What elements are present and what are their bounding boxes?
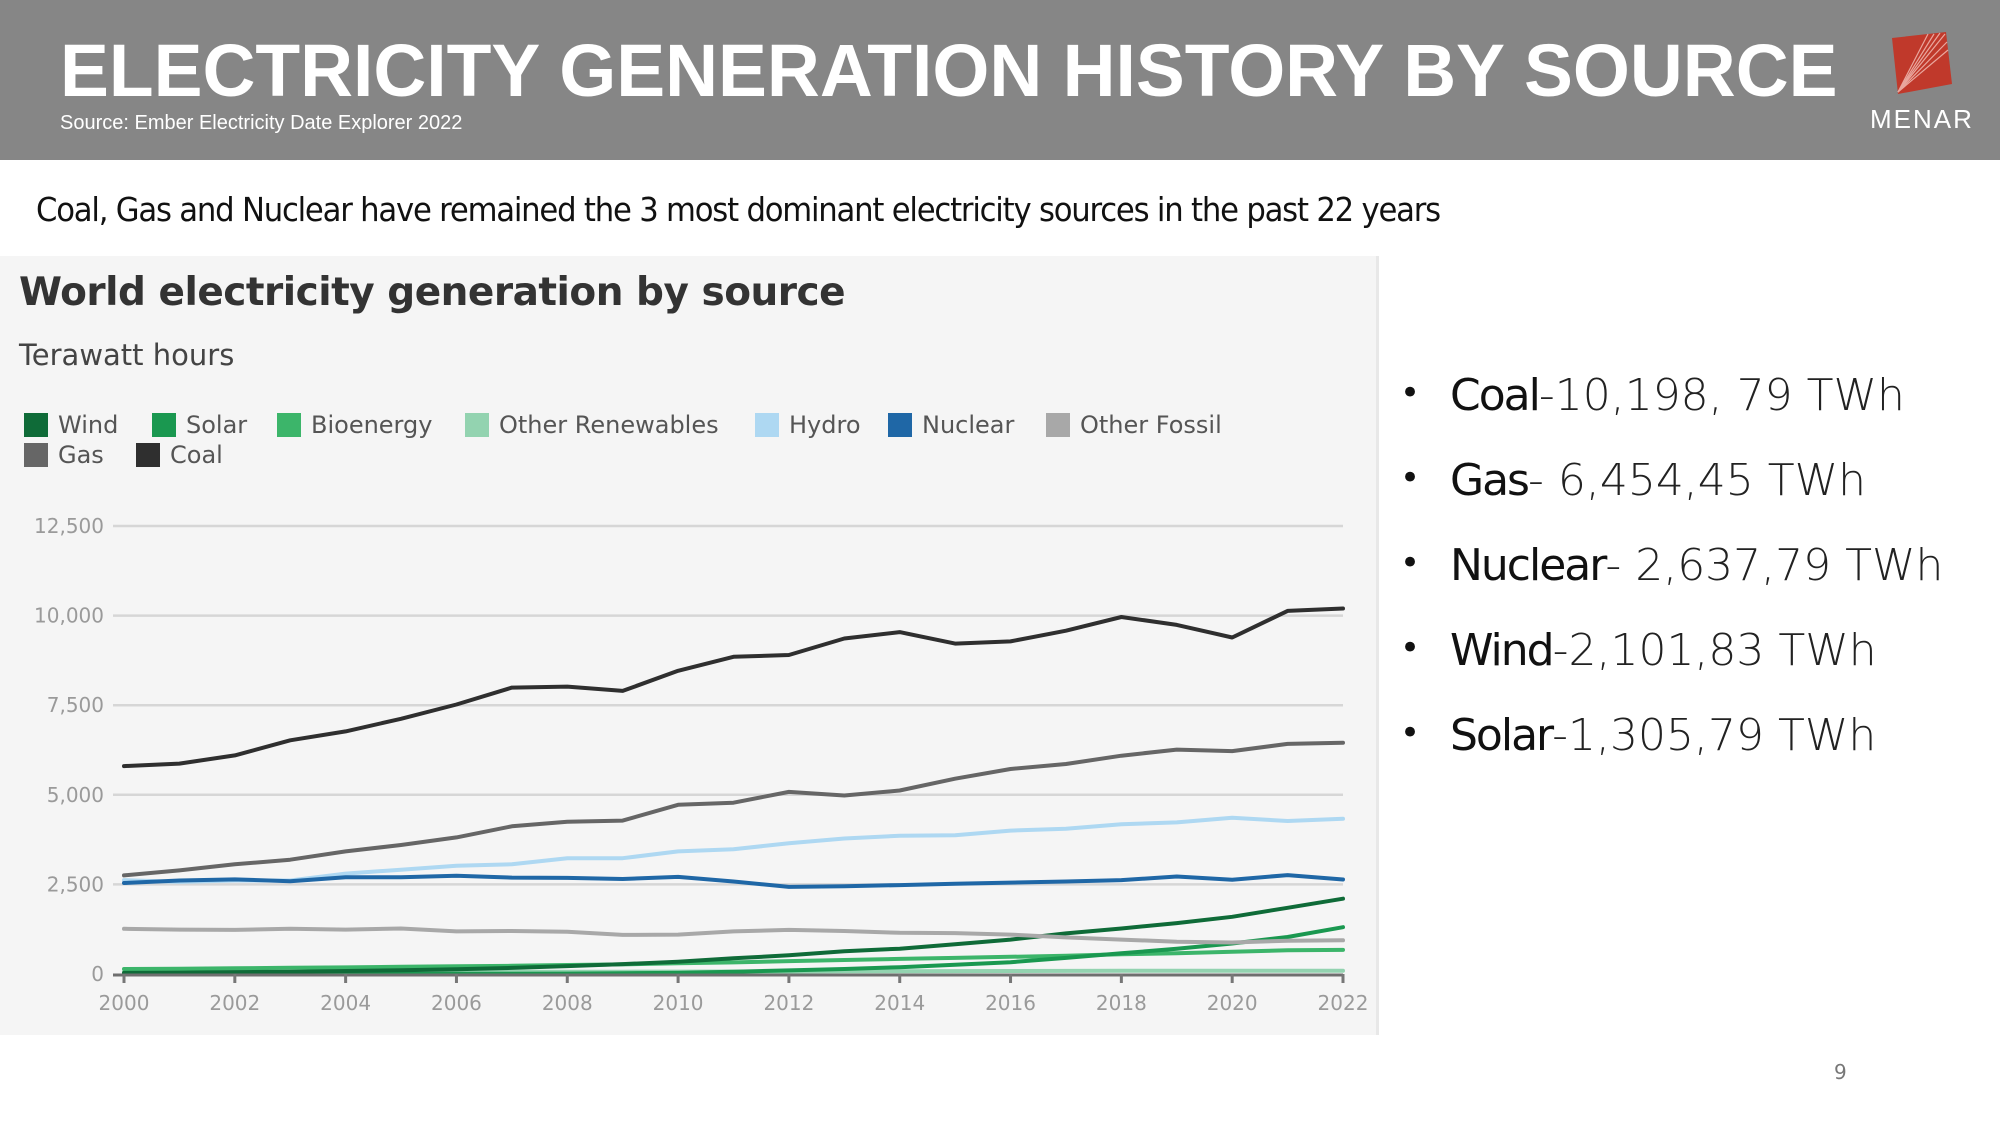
x-tick-label: 2010 — [653, 991, 704, 1015]
x-tick-label: 2002 — [209, 991, 260, 1015]
legend-swatch — [24, 413, 48, 437]
stat-bullet-wind: • Wind -2,101,83 TWh — [1400, 625, 1877, 676]
stat-bullet-coal: • Coal -10,198, 79 TWh — [1400, 370, 1905, 421]
chart-unit-label: Terawatt hours — [19, 338, 235, 372]
source-note: Source: Ember Electricity Date Explorer … — [60, 112, 463, 134]
legend-label: Wind — [58, 411, 119, 439]
legend-item-other-fossil: Other Fossil — [1046, 411, 1222, 439]
legend-label: Other Renewables — [499, 411, 719, 439]
series-line-other-fossil — [122, 926, 1345, 945]
bullet-source-value: -2,101,83 TWh — [1552, 625, 1877, 676]
legend-item-solar: Solar — [152, 411, 247, 439]
slide-title: ELECTRICITY GENERATION HISTORY BY SOURCE — [60, 29, 1838, 112]
x-tick-label: 2022 — [1318, 991, 1369, 1015]
chart-title: World electricity generation by source — [19, 270, 846, 315]
x-tick-label: 2004 — [320, 991, 371, 1015]
x-tick-label: 2016 — [985, 991, 1036, 1015]
bullet-icon: • — [1400, 628, 1421, 668]
series-line-wind — [122, 896, 1345, 975]
x-tick-label: 2018 — [1096, 991, 1147, 1015]
legend-label: Nuclear — [922, 411, 1015, 439]
line-chart: 0 2,500 5,000 7,500 10,000 12,500 2000 2002 2004… — [34, 514, 1369, 1015]
y-tick-label: 10,000 — [34, 604, 104, 628]
legend-swatch — [24, 443, 48, 467]
legend-item-wind: Wind — [24, 411, 118, 439]
bullet-source-name: Solar — [1450, 710, 1554, 761]
legend-swatch — [277, 413, 301, 437]
bullet-icon: • — [1400, 713, 1421, 753]
x-tick-label: 2006 — [431, 991, 482, 1015]
y-tick-label: 0 — [91, 962, 104, 986]
bullet-icon: • — [1400, 458, 1421, 498]
logo-text: MENAR — [1870, 104, 1974, 134]
x-tick-label: 2020 — [1207, 991, 1258, 1015]
bullet-source-value: -10,198, 79 TWh — [1538, 370, 1905, 421]
legend-swatch — [888, 413, 912, 437]
series-line-coal — [122, 606, 1345, 769]
legend-swatch — [136, 443, 160, 467]
x-tick-label: 2008 — [542, 991, 593, 1015]
slide-header: ELECTRICITY GENERATION HISTORY BY SOURCE… — [0, 0, 2000, 160]
bullet-source-name: Gas — [1450, 455, 1530, 506]
menar-logo: MENAR — [1870, 28, 1980, 138]
series-line-nuclear — [122, 873, 1345, 889]
bullet-source-name: Coal — [1450, 370, 1541, 421]
legend-item-nuclear: Nuclear — [888, 411, 1014, 439]
legend-label: Gas — [58, 441, 104, 469]
legend-label: Bioenergy — [311, 411, 433, 439]
page-number: 9 — [1834, 1060, 1847, 1084]
bullet-source-value: - 6,454,45 TWh — [1527, 455, 1867, 506]
legend-item-other-renewables: Other Renewables — [465, 411, 719, 439]
x-tick-label: 2000 — [99, 991, 150, 1015]
legend-item-hydro: Hydro — [755, 411, 861, 439]
legend-swatch — [1046, 413, 1070, 437]
y-tick-label: 5,000 — [47, 783, 104, 807]
x-tick-label: 2014 — [874, 991, 925, 1015]
legend-label: Hydro — [789, 411, 861, 439]
legend-swatch — [152, 413, 176, 437]
legend-item-bioenergy: Bioenergy — [277, 411, 432, 439]
stat-bullet-gas: • Gas - 6,454,45 TWh — [1400, 455, 1866, 506]
legend-label: Other Fossil — [1080, 411, 1222, 439]
bullet-source-name: Wind — [1450, 625, 1555, 676]
bullet-icon: • — [1400, 543, 1421, 583]
legend-swatch — [465, 413, 489, 437]
series-line-bioenergy — [122, 947, 1345, 971]
y-tick-label: 2,500 — [47, 872, 104, 896]
legend-item-gas: Gas — [24, 441, 104, 469]
bullet-source-value: - 2,637,79 TWh — [1605, 540, 1944, 591]
menar-logo-mark-icon — [1892, 32, 1952, 94]
legend-item-coal: Coal — [136, 441, 223, 469]
legend-label: Coal — [170, 441, 223, 469]
slide-subtitle: Coal, Gas and Nuclear have remained the … — [36, 190, 1441, 229]
series-line-gas — [122, 740, 1345, 878]
y-tick-label: 7,500 — [47, 693, 104, 717]
x-tick-label: 2012 — [763, 991, 814, 1015]
legend-label: Solar — [186, 411, 248, 439]
legend-swatch — [755, 413, 779, 437]
stat-bullet-nuclear: • Nuclear - 2,637,79 TWh — [1400, 540, 1943, 591]
chart-panel: World electricity generation by source T… — [0, 256, 1379, 1035]
y-tick-label: 12,500 — [34, 514, 104, 538]
bullet-source-value: -1,305,79 TWh — [1552, 710, 1877, 761]
bullet-source-name: Nuclear — [1450, 540, 1607, 591]
series-line-hydro — [122, 815, 1345, 884]
bullet-icon: • — [1400, 373, 1421, 413]
stat-bullet-solar: • Solar -1,305,79 TWh — [1400, 710, 1876, 761]
